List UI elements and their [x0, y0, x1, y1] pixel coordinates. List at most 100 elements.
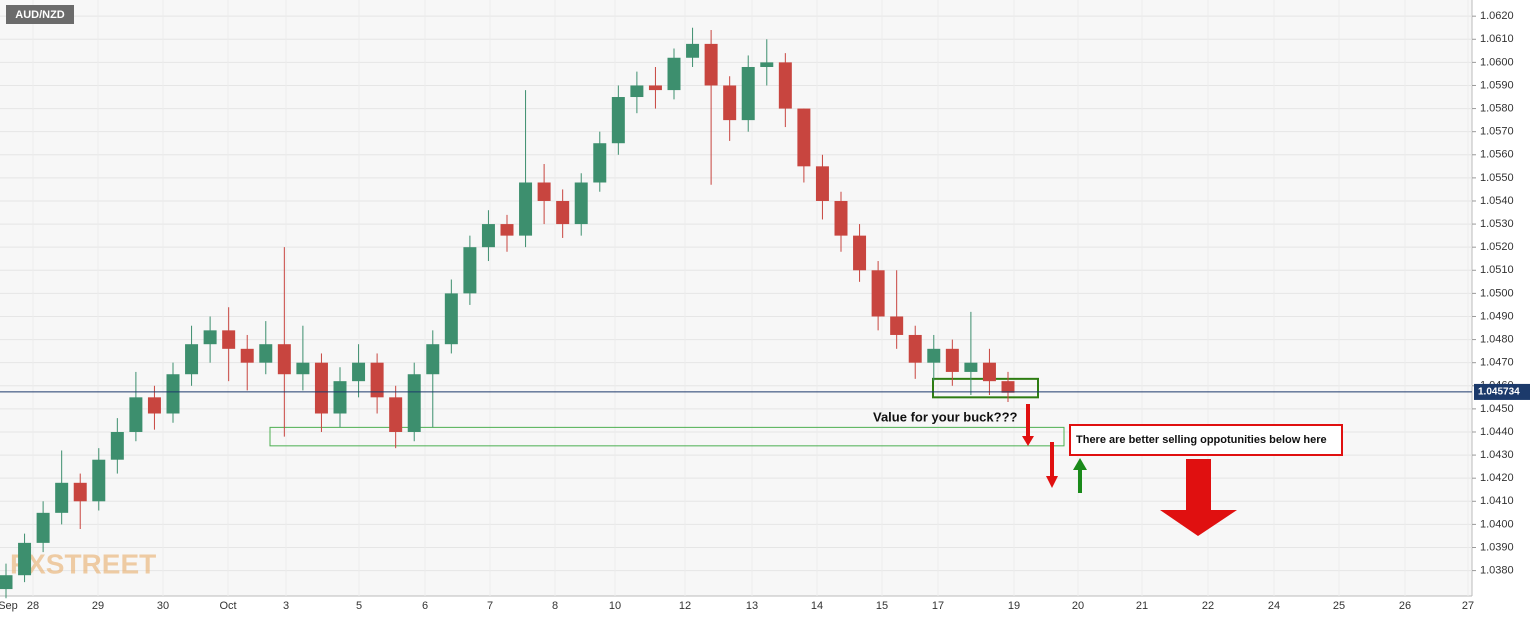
candle-body [741, 66, 755, 121]
candle-body [129, 397, 143, 432]
x-tick-label: 15 [876, 600, 888, 612]
x-tick-label: 25 [1333, 600, 1345, 612]
x-tick-label: 19 [1008, 600, 1020, 612]
candle-body [277, 344, 291, 375]
candle-body [556, 200, 570, 225]
x-tick-label: 12 [679, 600, 691, 612]
x-tick-label: 30 [157, 600, 169, 612]
candle-body [444, 293, 458, 345]
candles [0, 27, 1015, 599]
candle-body [982, 362, 996, 382]
annotation: Value for your buck??? [873, 409, 1018, 424]
y-tick-label: 1.0590 [1480, 79, 1514, 91]
candle-body [203, 330, 217, 345]
candle-body [908, 334, 922, 363]
y-tick-label: 1.0470 [1480, 357, 1514, 369]
candle-body [834, 200, 848, 236]
arrow [1022, 404, 1034, 446]
candle-body [389, 397, 403, 432]
candle-body [426, 344, 440, 375]
candle-body [537, 182, 551, 201]
arrows [1022, 404, 1237, 536]
candle-body [648, 85, 662, 91]
candle-body [574, 182, 588, 225]
candle-body [296, 362, 310, 375]
candle-body [686, 43, 700, 58]
candle-body [73, 482, 87, 502]
x-tick-label: 13 [746, 600, 758, 612]
y-tick-label: 1.0440 [1480, 426, 1514, 438]
last-price-label: 1.045734 [1478, 387, 1520, 398]
candle-body [314, 362, 328, 414]
x-tick-label: 26 [1399, 600, 1411, 612]
candle-body [890, 316, 904, 335]
candle-body [667, 57, 681, 91]
x-tick-label: 28 [27, 600, 39, 612]
candle-body [240, 348, 254, 363]
candle-body [110, 431, 124, 460]
x-tick-label: 22 [1202, 600, 1214, 612]
candle-body [778, 62, 792, 109]
candle-body [630, 85, 644, 98]
x-tick-label: 7 [487, 600, 493, 612]
candle-body [927, 348, 941, 363]
y-tick-label: 1.0530 [1480, 218, 1514, 230]
y-tick-label: 1.0380 [1480, 564, 1514, 576]
x-tick-label: Oct [219, 600, 236, 612]
y-tick-label: 1.0550 [1480, 172, 1514, 184]
annotation-box [1069, 424, 1343, 456]
chart-title: AUD/NZD [15, 9, 65, 21]
candle-body [500, 224, 514, 236]
y-tick-label: 1.0600 [1480, 56, 1514, 68]
candle-body [370, 362, 384, 398]
y-tick-label: 1.0580 [1480, 102, 1514, 114]
candle-body [0, 575, 13, 590]
grid [0, 0, 1472, 596]
y-tick-label: 1.0390 [1480, 541, 1514, 553]
candle-body [36, 512, 50, 543]
candle-body [853, 235, 867, 271]
y-tick-label: 1.0500 [1480, 287, 1514, 299]
candle-body [964, 362, 978, 372]
x-tick-label: 3 [283, 600, 289, 612]
x-tick-label: 8 [552, 600, 558, 612]
arrow [1046, 442, 1058, 488]
candle-body [519, 182, 533, 236]
x-tick-label: 10 [609, 600, 621, 612]
candle-body [723, 85, 737, 121]
candle-body [760, 62, 774, 67]
zone [269, 426, 1065, 447]
x-tick-label: 14 [811, 600, 823, 612]
y-tick-label: 1.0510 [1480, 264, 1514, 276]
candle-body [407, 374, 421, 432]
y-tick-label: 1.0450 [1480, 403, 1514, 415]
axes: 1.0380 1.0390 1.0400 1.0410 1.0420 1.0430 1.04… [0, 10, 1530, 612]
x-tick-label: 20 [1072, 600, 1084, 612]
candle-body [871, 270, 885, 317]
candle-body [185, 344, 199, 375]
x-tick-label: 17 [932, 600, 944, 612]
y-tick-label: 1.0420 [1480, 472, 1514, 484]
candle-body [92, 459, 106, 502]
y-tick-label: 1.0620 [1480, 10, 1514, 22]
candle-body [481, 224, 495, 248]
candle-body [352, 362, 366, 382]
x-tick-label: 6 [422, 600, 428, 612]
y-tick-label: 1.0520 [1480, 241, 1514, 253]
candle-body [55, 482, 69, 513]
candle-body [593, 143, 607, 183]
candle-body [704, 43, 718, 86]
watermark: FXSTREET [10, 548, 156, 579]
candle-body [815, 166, 829, 201]
y-tick-label: 1.0540 [1480, 195, 1514, 207]
title-box [6, 5, 74, 24]
candle-body [797, 108, 811, 167]
annotation: There are better selling oppotunities be… [1076, 434, 1327, 446]
x-tick-label: 5 [356, 600, 362, 612]
candle-body [611, 97, 625, 144]
x-tick-label: 21 [1136, 600, 1148, 612]
candle-body [333, 381, 347, 414]
x-tick-label: 24 [1268, 600, 1280, 612]
